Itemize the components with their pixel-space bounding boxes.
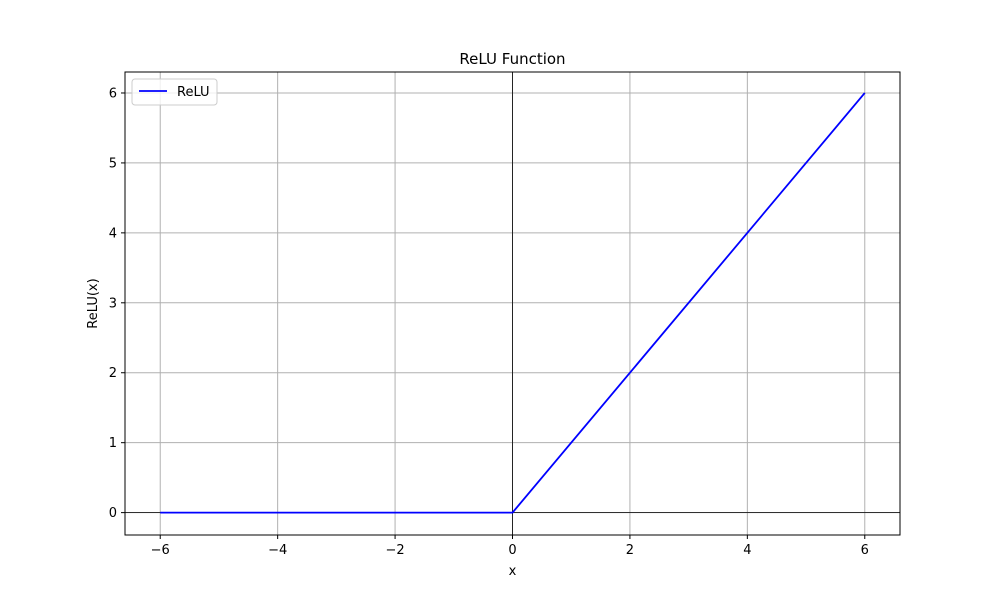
x-tick-label: −6 <box>151 543 170 558</box>
y-tick-label: 5 <box>109 156 117 171</box>
y-tick-label: 1 <box>109 436 117 451</box>
legend-box <box>131 78 218 106</box>
y-axis-ticks: 0 1 2 3 4 5 6 <box>109 86 125 521</box>
legend-label: ReLU <box>177 85 210 100</box>
x-tick-label: 6 <box>861 543 869 558</box>
y-axis-label: ReLU(x) <box>86 278 101 328</box>
x-axis-ticks: −6 −4 −2 0 2 4 6 <box>151 535 869 558</box>
y-tick-label: 2 <box>109 366 117 381</box>
y-tick-label: 3 <box>109 296 117 311</box>
legend: ReLU <box>131 78 218 106</box>
x-tick-label: 0 <box>508 543 516 558</box>
x-tick-label: 4 <box>743 543 751 558</box>
x-tick-label: −2 <box>385 543 404 558</box>
x-tick-label: 2 <box>626 543 634 558</box>
y-tick-label: 0 <box>109 506 117 521</box>
x-axis-label: x <box>509 564 517 579</box>
y-tick-label: 6 <box>109 86 117 101</box>
series-layer <box>160 92 866 514</box>
y-tick-label: 4 <box>109 226 117 241</box>
x-tick-label: −4 <box>268 543 287 558</box>
chart-title: ReLU Function <box>459 50 565 68</box>
series-line-relu <box>160 92 866 514</box>
